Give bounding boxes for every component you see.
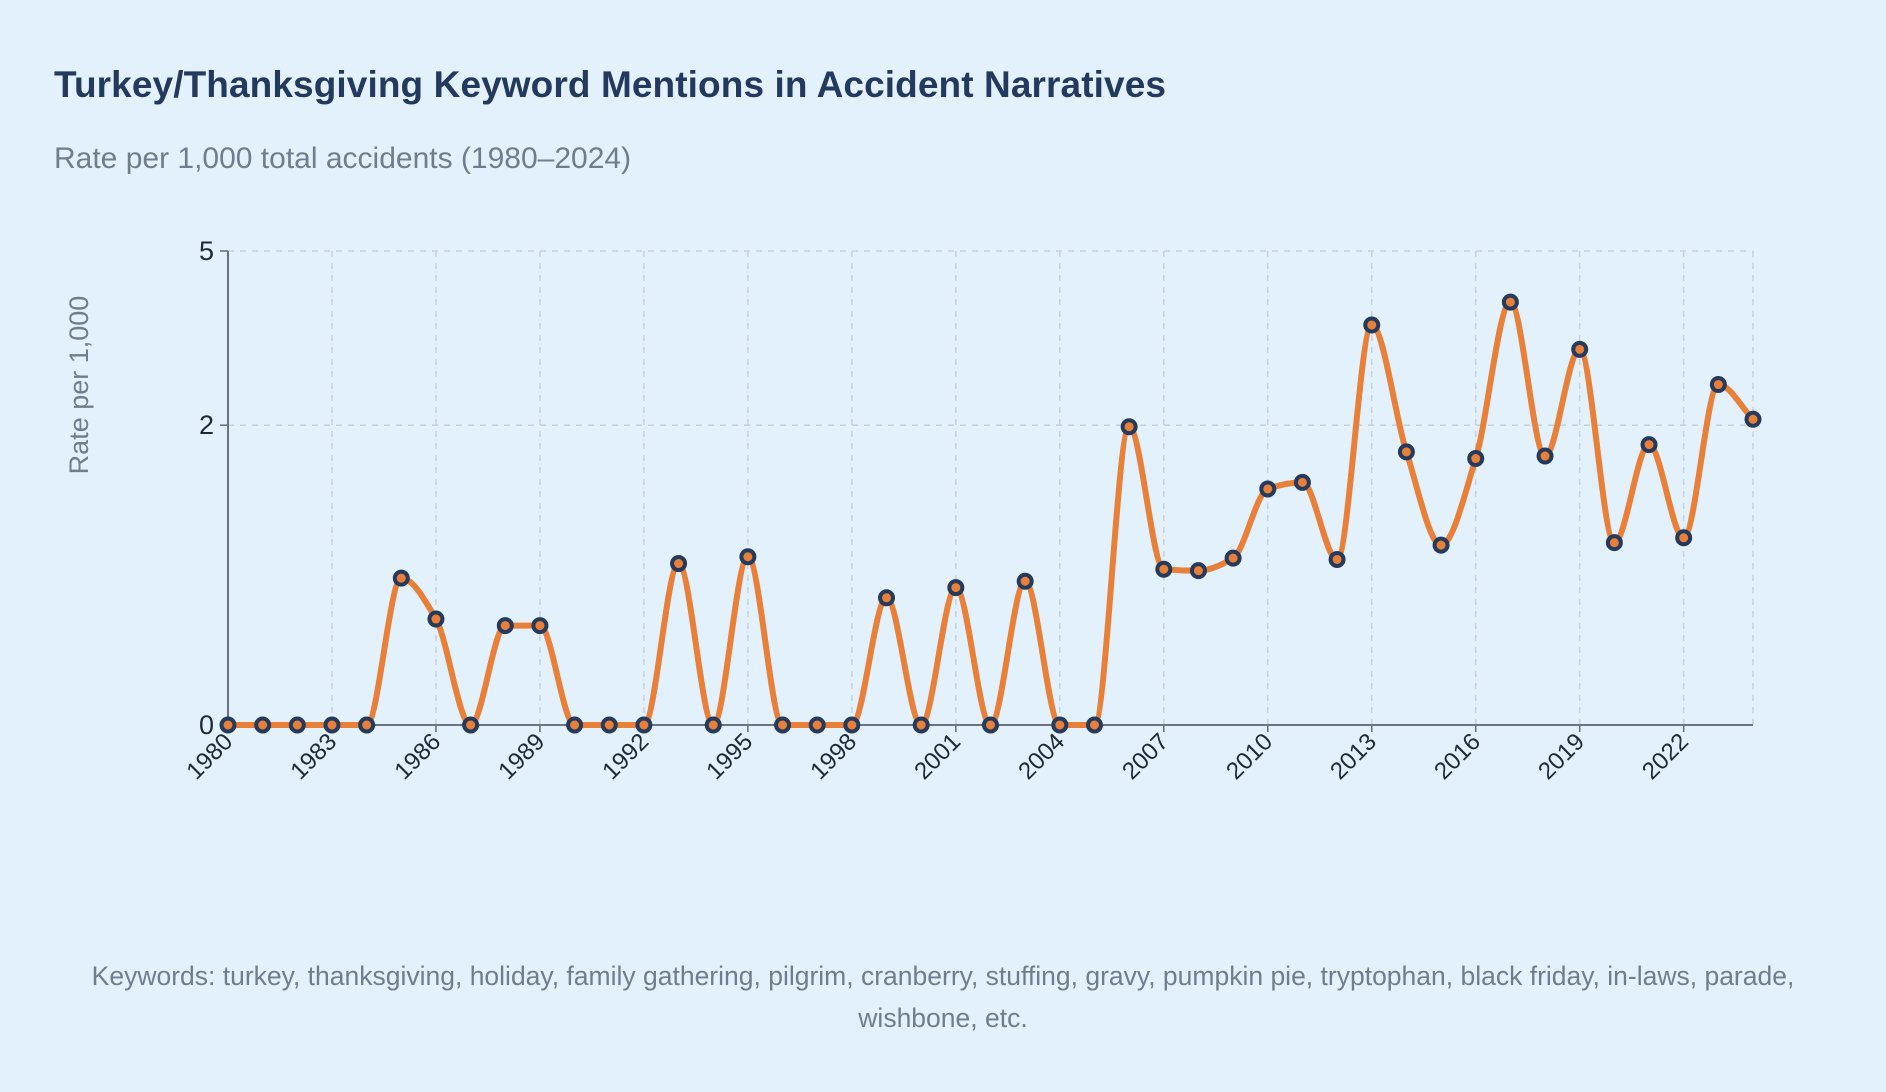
x-tick-label: 2022 bbox=[1637, 728, 1694, 785]
data-point-1992[interactable] bbox=[635, 716, 653, 734]
data-point-2004[interactable] bbox=[1051, 716, 1069, 734]
x-tick-label: 1995 bbox=[701, 728, 758, 785]
data-point-2000[interactable] bbox=[912, 716, 930, 734]
data-point-1999[interactable] bbox=[878, 589, 896, 607]
data-point-1983[interactable] bbox=[323, 716, 341, 734]
x-tick-label: 2019 bbox=[1533, 728, 1590, 785]
marker-layer bbox=[219, 293, 1762, 734]
data-point-1990[interactable] bbox=[566, 716, 584, 734]
grid-layer bbox=[227, 250, 1754, 725]
y-tick-label: 0 bbox=[199, 710, 214, 740]
data-point-2014[interactable] bbox=[1397, 443, 1415, 461]
data-point-1980[interactable] bbox=[219, 716, 237, 734]
data-point-2013[interactable] bbox=[1363, 316, 1381, 334]
chart-footnote: Keywords: turkey, thanksgiving, holiday,… bbox=[91, 961, 1795, 1033]
data-point-1997[interactable] bbox=[808, 716, 826, 734]
data-point-1986[interactable] bbox=[427, 610, 445, 628]
x-tick-label: 1998 bbox=[805, 728, 862, 785]
data-point-1994[interactable] bbox=[704, 716, 722, 734]
x-tick-label: 2007 bbox=[1117, 728, 1174, 785]
data-point-2010[interactable] bbox=[1259, 480, 1277, 498]
data-point-1987[interactable] bbox=[462, 716, 480, 734]
series-layer bbox=[225, 299, 1756, 728]
data-point-2019[interactable] bbox=[1571, 340, 1589, 358]
x-tick-label: 1986 bbox=[389, 728, 446, 785]
data-point-1996[interactable] bbox=[774, 716, 792, 734]
x-tick-label: 2004 bbox=[1013, 728, 1070, 785]
data-point-1988[interactable] bbox=[496, 617, 514, 635]
data-point-2001[interactable] bbox=[947, 579, 965, 597]
data-point-2002[interactable] bbox=[982, 716, 999, 734]
data-point-1991[interactable] bbox=[600, 716, 618, 734]
data-point-1995[interactable] bbox=[739, 548, 757, 566]
data-point-1993[interactable] bbox=[670, 555, 688, 573]
data-point-2015[interactable] bbox=[1432, 536, 1450, 554]
x-tick-label: 1992 bbox=[597, 728, 654, 785]
x-tick-label: 2016 bbox=[1429, 728, 1486, 785]
x-tick-label: 2001 bbox=[909, 728, 966, 785]
y-tick-label: 2 bbox=[199, 410, 214, 440]
data-point-2011[interactable] bbox=[1293, 473, 1311, 491]
data-point-2024[interactable] bbox=[1744, 410, 1762, 428]
data-point-1981[interactable] bbox=[254, 716, 272, 734]
data-point-2009[interactable] bbox=[1224, 549, 1242, 567]
x-tick-label: 2010 bbox=[1221, 728, 1278, 785]
data-point-2007[interactable] bbox=[1155, 560, 1173, 578]
x-tick-label: 1989 bbox=[493, 728, 550, 785]
data-point-1984[interactable] bbox=[358, 716, 376, 734]
chart-subtitle: Rate per 1,000 total accidents (1980–202… bbox=[54, 142, 632, 175]
data-point-2008[interactable] bbox=[1189, 562, 1207, 580]
data-point-1982[interactable] bbox=[288, 716, 306, 734]
data-point-2006[interactable] bbox=[1120, 418, 1138, 436]
x-tick-label: 2013 bbox=[1325, 728, 1382, 785]
data-point-2003[interactable] bbox=[1016, 572, 1034, 590]
data-point-2012[interactable] bbox=[1328, 550, 1346, 568]
y-axis-title: Rate per 1,000 bbox=[64, 296, 94, 475]
chart-title: Turkey/Thanksgiving Keyword Mentions in … bbox=[54, 64, 1167, 105]
data-point-2022[interactable] bbox=[1675, 529, 1693, 547]
data-point-2023[interactable] bbox=[1709, 376, 1727, 394]
data-point-1989[interactable] bbox=[531, 617, 549, 635]
data-point-2020[interactable] bbox=[1605, 534, 1623, 552]
series-line bbox=[225, 299, 1756, 728]
data-point-2016[interactable] bbox=[1467, 450, 1485, 468]
y-tick-label: 5 bbox=[199, 236, 214, 266]
data-point-2018[interactable] bbox=[1536, 447, 1554, 465]
data-point-2005[interactable] bbox=[1085, 716, 1103, 734]
x-tick-label: 1983 bbox=[285, 728, 342, 785]
data-point-2017[interactable] bbox=[1501, 293, 1519, 311]
data-point-1985[interactable] bbox=[392, 569, 410, 587]
data-point-1998[interactable] bbox=[843, 716, 861, 734]
data-point-2021[interactable] bbox=[1640, 436, 1658, 454]
